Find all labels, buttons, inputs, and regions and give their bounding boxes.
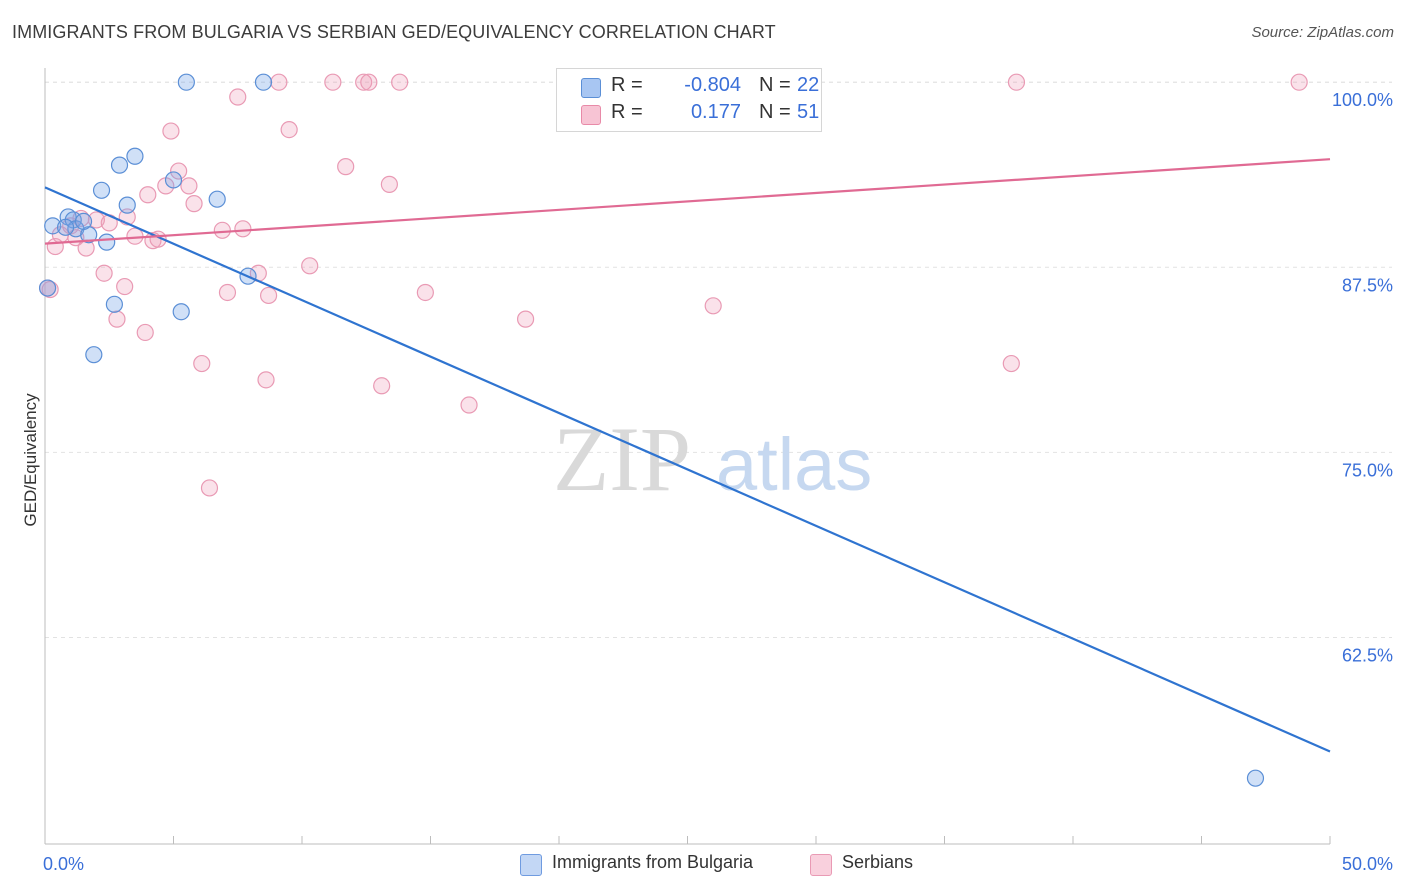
data-point-bulgaria bbox=[172, 303, 190, 321]
x-tick-label: 50.0% bbox=[1342, 854, 1393, 874]
trendlines bbox=[44, 158, 1331, 753]
tick-labels: 100.0% 87.5% 75.0% 62.5% 0.0% 50.0% bbox=[43, 90, 1393, 874]
legend-n-value: 22 bbox=[797, 74, 820, 96]
series-bulgaria bbox=[38, 73, 1265, 787]
data-point-bulgaria bbox=[177, 73, 195, 91]
data-point-serbians bbox=[136, 323, 154, 342]
legend-swatch-bulgaria bbox=[581, 78, 601, 98]
data-point-serbians bbox=[170, 162, 188, 180]
data-point-serbians bbox=[213, 221, 231, 239]
data-point-serbians bbox=[270, 73, 288, 91]
data-point-bulgaria bbox=[92, 181, 111, 199]
data-point-serbians bbox=[180, 177, 198, 195]
bottom-legend-label-serbians: Serbians bbox=[842, 852, 914, 872]
data-point-serbians bbox=[360, 73, 378, 91]
trendline-serbians bbox=[44, 158, 1331, 245]
data-point-serbians bbox=[126, 227, 144, 245]
data-point-serbians bbox=[416, 283, 434, 302]
data-point-serbians bbox=[193, 354, 211, 373]
data-point-bulgaria bbox=[74, 212, 93, 231]
data-point-serbians bbox=[139, 186, 157, 204]
watermark: ZIP atlas bbox=[553, 408, 872, 510]
legend-r-label: R = bbox=[611, 101, 643, 123]
source-credit: Source: ZipAtlas.com bbox=[1251, 24, 1394, 41]
data-point-serbians bbox=[355, 73, 373, 91]
bottom-legend-label-bulgaria: Immigrants from Bulgaria bbox=[552, 852, 754, 872]
data-point-bulgaria bbox=[1246, 769, 1265, 787]
data-point-serbians bbox=[257, 371, 275, 389]
y-tick-label: 87.5% bbox=[1342, 275, 1393, 295]
data-point-serbians bbox=[259, 286, 278, 305]
data-point-serbians bbox=[234, 220, 252, 238]
data-point-bulgaria bbox=[85, 346, 103, 364]
data-point-serbians bbox=[1290, 73, 1308, 91]
bottom-legend-swatch-serbians bbox=[810, 854, 832, 876]
data-point-serbians bbox=[162, 122, 180, 140]
data-point-bulgaria bbox=[164, 171, 183, 189]
data-point-serbians bbox=[218, 283, 237, 302]
legend-r-value: -0.804 bbox=[684, 74, 741, 96]
data-point-serbians bbox=[185, 195, 203, 213]
data-point-bulgaria bbox=[126, 147, 144, 165]
grid-lines bbox=[45, 81, 1392, 638]
y-tick-label: 62.5% bbox=[1342, 646, 1393, 666]
legend-n-label: N = bbox=[759, 101, 791, 123]
data-point-bulgaria bbox=[98, 233, 116, 251]
data-point-bulgaria bbox=[118, 196, 136, 214]
legend-swatch-serbians bbox=[581, 105, 601, 125]
data-point-serbians bbox=[1007, 73, 1026, 91]
trendline-bulgaria bbox=[44, 186, 1331, 753]
data-point-serbians bbox=[324, 73, 342, 91]
data-point-bulgaria bbox=[59, 208, 77, 226]
data-point-bulgaria bbox=[254, 73, 273, 91]
data-point-serbians bbox=[95, 264, 113, 282]
data-point-serbians bbox=[200, 479, 219, 497]
correlation-legend: R = -0.804 N = 22 R = 0.177 N = 51 bbox=[556, 68, 822, 132]
data-point-serbians bbox=[108, 310, 126, 328]
data-point-bulgaria bbox=[110, 156, 129, 174]
x-tick-label: 0.0% bbox=[43, 854, 84, 874]
chart-title: IMMIGRANTS FROM BULGARIA VS SERBIAN GED/… bbox=[12, 22, 776, 42]
data-point-serbians bbox=[87, 211, 106, 229]
data-point-serbians bbox=[337, 158, 355, 176]
data-point-serbians bbox=[391, 73, 409, 91]
series-serbians bbox=[38, 73, 1308, 497]
watermark-zip: ZIP bbox=[553, 408, 691, 510]
data-point-serbians bbox=[704, 297, 722, 315]
data-point-serbians bbox=[516, 310, 535, 328]
bottom-legend-swatch-bulgaria bbox=[520, 854, 542, 876]
y-axis-label: GED/Equivalency bbox=[21, 393, 40, 527]
data-point-bulgaria bbox=[44, 217, 62, 235]
legend-n-label: N = bbox=[759, 74, 791, 96]
y-tick-label: 100.0% bbox=[1332, 90, 1393, 110]
legend-r-label: R = bbox=[611, 74, 643, 96]
data-point-serbians bbox=[460, 396, 478, 414]
data-point-serbians bbox=[280, 120, 298, 139]
legend-r-value: 0.177 bbox=[690, 101, 741, 123]
y-tick-label: 75.0% bbox=[1342, 460, 1393, 480]
data-point-bulgaria bbox=[56, 218, 75, 236]
data-point-bulgaria bbox=[105, 295, 123, 313]
data-point-bulgaria bbox=[208, 190, 226, 208]
watermark-atlas: atlas bbox=[716, 423, 872, 506]
data-point-serbians bbox=[373, 377, 391, 395]
axes bbox=[44, 68, 1331, 845]
data-point-serbians bbox=[116, 277, 134, 296]
data-point-bulgaria bbox=[38, 279, 57, 297]
data-point-serbians bbox=[229, 88, 247, 106]
data-point-serbians bbox=[301, 257, 319, 275]
legend-n-value: 51 bbox=[797, 101, 820, 123]
data-point-serbians bbox=[1002, 354, 1020, 373]
data-point-serbians bbox=[380, 175, 398, 193]
